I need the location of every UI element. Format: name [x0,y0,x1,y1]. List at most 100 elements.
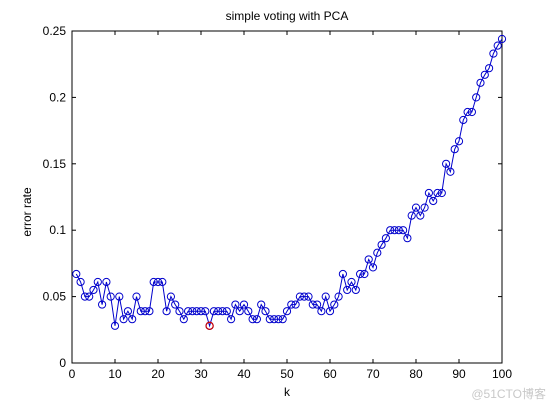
data-point [313,300,322,309]
data-point [93,277,102,287]
watermark: @51CTO博客 [471,387,546,401]
y-tick-label: 0 [59,356,66,370]
data-point [274,315,283,324]
data-point [110,321,120,330]
data-point [338,269,347,279]
data-point [356,269,365,279]
data-point [136,307,145,316]
data-point [214,307,223,316]
series-error-rate [72,34,507,331]
data-point [291,300,300,309]
data-point [85,292,94,301]
data-point [175,307,184,316]
data-point [368,263,378,272]
data-point [119,315,128,324]
data-point [248,315,257,324]
data-point [454,137,464,146]
data-point [317,307,326,316]
data-point [192,307,201,316]
x-tick-label: 0 [69,367,76,381]
data-point [209,307,218,316]
data-point [330,300,339,309]
x-tick-label: 10 [108,367,122,381]
data-point [459,115,468,125]
x-tick-label: 80 [409,367,423,381]
y-tick-label: 0.15 [43,157,67,171]
data-point [179,315,188,324]
data-point [171,300,180,309]
data-point [300,292,309,301]
data-point [364,255,373,264]
data-point [463,107,472,117]
x-tick-label: 30 [194,367,208,381]
data-point [399,226,408,235]
data-point [360,269,369,279]
y-tick-label: 0.1 [49,223,66,237]
data-point [106,292,115,301]
data-point [489,49,498,58]
data-point [128,315,137,324]
data-point [304,292,313,301]
data-point [403,234,412,243]
data-point [98,300,107,309]
data-point [437,188,446,198]
y-axis-label: error rate [20,187,34,237]
x-tick-label: 50 [280,367,294,381]
data-point [390,226,399,235]
data-point [132,292,141,301]
data-point [467,107,476,117]
y-tick-label: 0.05 [43,290,67,304]
y-tick-label: 0.2 [49,90,66,104]
minimum-point-marker [205,321,214,331]
x-tick-label: 20 [151,367,165,381]
x-tick-label: 40 [237,367,251,381]
data-point [381,234,390,243]
data-point [334,292,343,301]
data-point [325,307,335,316]
x-axis-label: k [284,385,291,399]
data-point [420,203,429,212]
data-point [287,300,296,309]
data-point [153,277,163,287]
data-point [416,211,425,220]
data-point [485,64,494,73]
data-point [252,315,261,324]
data-point [261,307,270,316]
data-point [89,285,98,295]
data-point [442,159,451,168]
data-point [76,277,85,287]
data-point [235,307,244,316]
data-point [239,300,249,309]
x-tick-label: 100 [492,367,512,381]
data-point [411,203,421,212]
data-point [343,285,352,295]
data-point [265,315,274,324]
data-point [188,307,197,316]
data-point [166,292,175,301]
data-point [196,307,206,316]
data-point [222,307,231,316]
data-point [497,34,507,44]
data-point [257,300,266,309]
data-point [472,93,481,102]
axis-ticks: 0 10 20 30 40 50 60 70 80 90 100 0 0.05 0.1 0.15 0.2 0.2… [43,24,513,381]
x-tick-label: 90 [452,367,466,381]
data-point [184,307,193,316]
data-point [158,277,167,287]
data-point [270,315,279,324]
data-point [476,78,485,87]
data-point [162,307,171,316]
x-tick-label: 60 [323,367,337,381]
x-tick-label: 70 [366,367,380,381]
data-point [480,70,489,79]
data-point [351,285,360,295]
data-point [295,292,304,301]
data-point [308,300,317,309]
data-point [282,307,292,316]
data-point [80,292,90,301]
data-point [145,307,154,316]
data-point [386,226,395,235]
data-point [433,188,442,198]
data-point [429,196,438,206]
